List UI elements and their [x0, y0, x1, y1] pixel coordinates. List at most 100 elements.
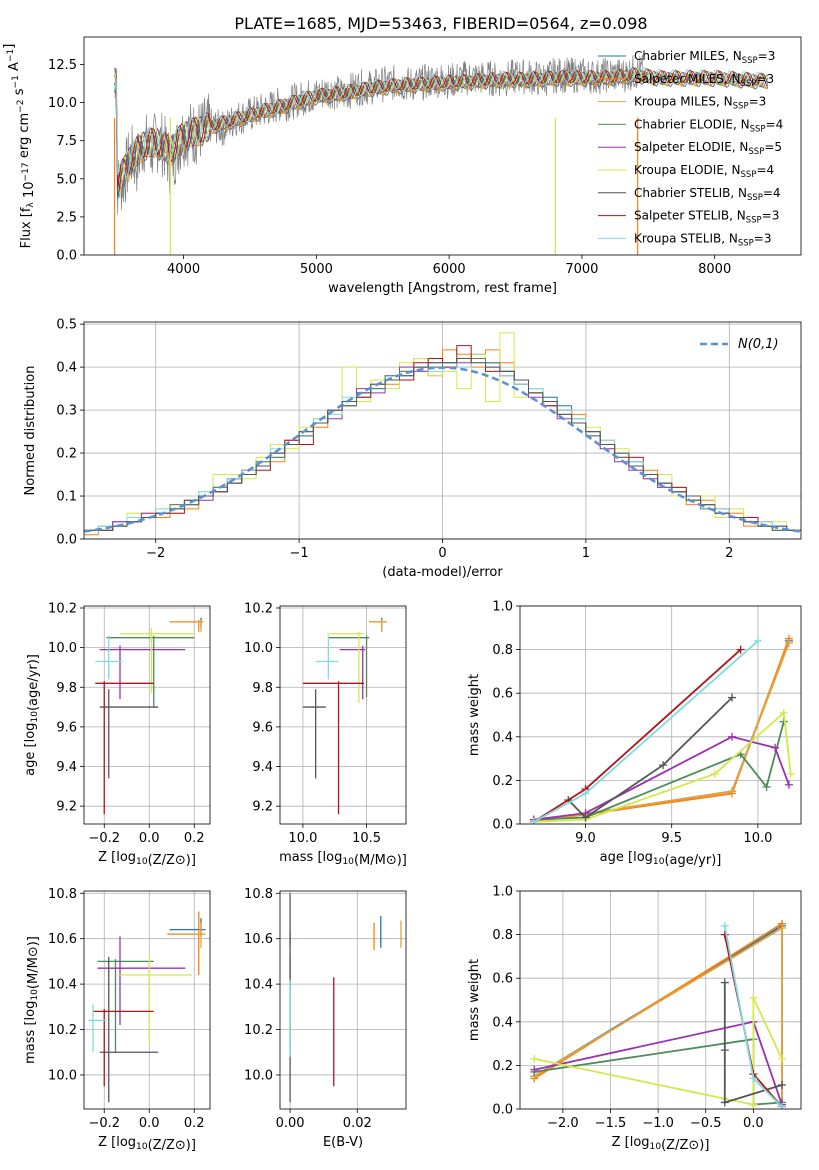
axes-frame [83, 321, 802, 540]
label-part: erg cm [17, 113, 32, 162]
axes-frame [279, 605, 407, 825]
legend-nssp-value: =3 [758, 49, 776, 63]
weight-marker [786, 769, 795, 778]
y-tick-label: 10.8 [244, 887, 273, 902]
legend-label: Kroupa ELODIE, NSSP=4 [634, 163, 774, 180]
x-tick-label: 0.02 [343, 1116, 372, 1131]
weight-marker [762, 782, 771, 791]
x-tick-label: −2 [146, 546, 165, 561]
legend-nssp-value: =4 [766, 117, 784, 131]
weight-marker [720, 1046, 729, 1055]
x-tick-label: −1 [290, 546, 309, 561]
legend-model-name: Chabrier STELIB, N [634, 186, 747, 200]
y-tick-label: 7.5 [56, 134, 77, 149]
weight-series-line [533, 638, 790, 823]
gaussian-curve [84, 366, 801, 533]
y-tick-label: 10.2 [48, 601, 77, 616]
y-tick-label: 1.0 [492, 600, 513, 615]
legend-subscript: SSP [733, 102, 749, 112]
x-tick-label: 10.0 [743, 831, 772, 846]
y-tick-label: 10.2 [244, 1023, 273, 1038]
axes-frame [279, 890, 407, 1110]
x-tick-label: −2.0 [547, 1116, 579, 1131]
plot-area [88, 911, 206, 1103]
weight-series-line [567, 696, 733, 819]
plot-area [530, 919, 786, 1109]
legend-subscript: SSP [750, 124, 766, 134]
label-subscript: 10 [650, 1142, 662, 1152]
legend-subscript: SSP [741, 79, 757, 89]
axes-age-vs-z: −0.2 0.0 0.29.29.49.69.810.010.2Z [log10(Z… [23, 601, 211, 868]
x-tick-label: 0.00 [276, 1116, 305, 1131]
label-subscript: 10 [653, 857, 665, 867]
label-part: A [7, 62, 22, 75]
x-tick-label: 9.0 [575, 831, 596, 846]
axes-age-vs-mass: 10.0 10.5 9.2 9.4 9.6 9.8 10.0 10.2 mass [log10(… [244, 601, 407, 868]
x-tick-label: 8000 [698, 262, 731, 277]
legend-subscript: SSP [747, 193, 763, 203]
axes-weight-vs-z: −2.0 −1.5 −1.0 −0.5 0.0 0.0 0.2 0.4 0.6 0.8 1.0 Z [… [467, 885, 802, 1153]
label-part: mass weight [467, 674, 482, 756]
spectrum-model-line [114, 69, 769, 187]
y-tick-label: 10.0 [244, 1068, 273, 1083]
weight-marker [581, 813, 590, 822]
legend-model-name: Kroupa STELIB, N [634, 231, 738, 245]
y-tick-label: 10.4 [48, 978, 77, 993]
weight-marker [720, 930, 729, 939]
label-part: λ [26, 202, 36, 208]
y-tick-label: 0.5 [56, 318, 77, 333]
weight-marker [736, 645, 745, 654]
errorbar-point [95, 681, 154, 815]
axes-frame [519, 890, 802, 1110]
errorbar-point [302, 689, 326, 779]
y-tick-label: 10.4 [244, 978, 273, 993]
errorbar-point [167, 911, 206, 976]
legend-nssp-value: =4 [763, 186, 781, 200]
label-part: E(B-V) [323, 1135, 363, 1150]
errorbar-point [120, 627, 195, 694]
label-part: s [12, 88, 27, 99]
x-tick-label: 0 [438, 546, 446, 561]
label-part: (data-model)/error [382, 565, 503, 580]
weight-marker [771, 743, 780, 752]
y-tick-label: 10.6 [48, 932, 77, 947]
errorbar-point [99, 689, 159, 779]
legend-label: Kroupa STELIB, NSSP=3 [634, 231, 772, 248]
y-axis-label: Flux [fλ 10−17 erg cm−2 s−1 A−1] [2, 44, 37, 249]
y-tick-label: 0.6 [492, 972, 513, 987]
weight-marker [728, 732, 737, 741]
y-tick-label: 10.0 [48, 96, 77, 111]
label-part: 10 [22, 182, 37, 203]
y-tick-label: 0.2 [492, 774, 513, 789]
weight-marker [530, 1065, 539, 1074]
plot-area [529, 634, 795, 824]
y-tick-label: 0.4 [492, 730, 513, 745]
label-part: −1 [11, 75, 21, 88]
y-tick-label: 0.4 [492, 1015, 513, 1030]
plot-area [289, 893, 402, 1103]
label-part: (age/yr)] [26, 654, 41, 711]
label-part: ] [2, 44, 17, 49]
x-tick-label: −0.2 [88, 831, 120, 846]
y-tick-label: 0.0 [492, 1103, 513, 1118]
legend-label: Salpeter MILES, NSSP=3 [634, 72, 774, 89]
x-axis-label: age [log10(age/yr)] [600, 850, 722, 868]
weight-marker [530, 1054, 539, 1063]
label-part: (Z/Z⊙)] [148, 1138, 196, 1153]
y-tick-label: 9.4 [252, 760, 273, 775]
legend-model-name: Salpeter STELIB, N [634, 209, 746, 223]
errorbar-point [328, 635, 370, 698]
label-part: −1 [6, 49, 16, 62]
legend-model-name: Chabrier ELODIE, N [634, 117, 750, 131]
x-axis-label: Z [log10(Z/Z⊙)] [98, 1135, 196, 1153]
y-axis-label: mass [log10(M/M⊙)] [23, 936, 41, 1064]
y-tick-label: 0.0 [492, 818, 513, 833]
y-tick-label: 2.5 [56, 210, 77, 225]
legend-label: Chabrier ELODIE, NSSP=4 [634, 117, 783, 134]
errorbar-point [327, 631, 364, 704]
label-part: mass [ [279, 850, 322, 865]
weight-series-line [533, 721, 785, 821]
x-tick-label: 10.0 [288, 831, 317, 846]
y-axis-label: mass weight [467, 959, 482, 1041]
x-axis-label: mass [log10(M/M⊙)] [279, 850, 407, 868]
